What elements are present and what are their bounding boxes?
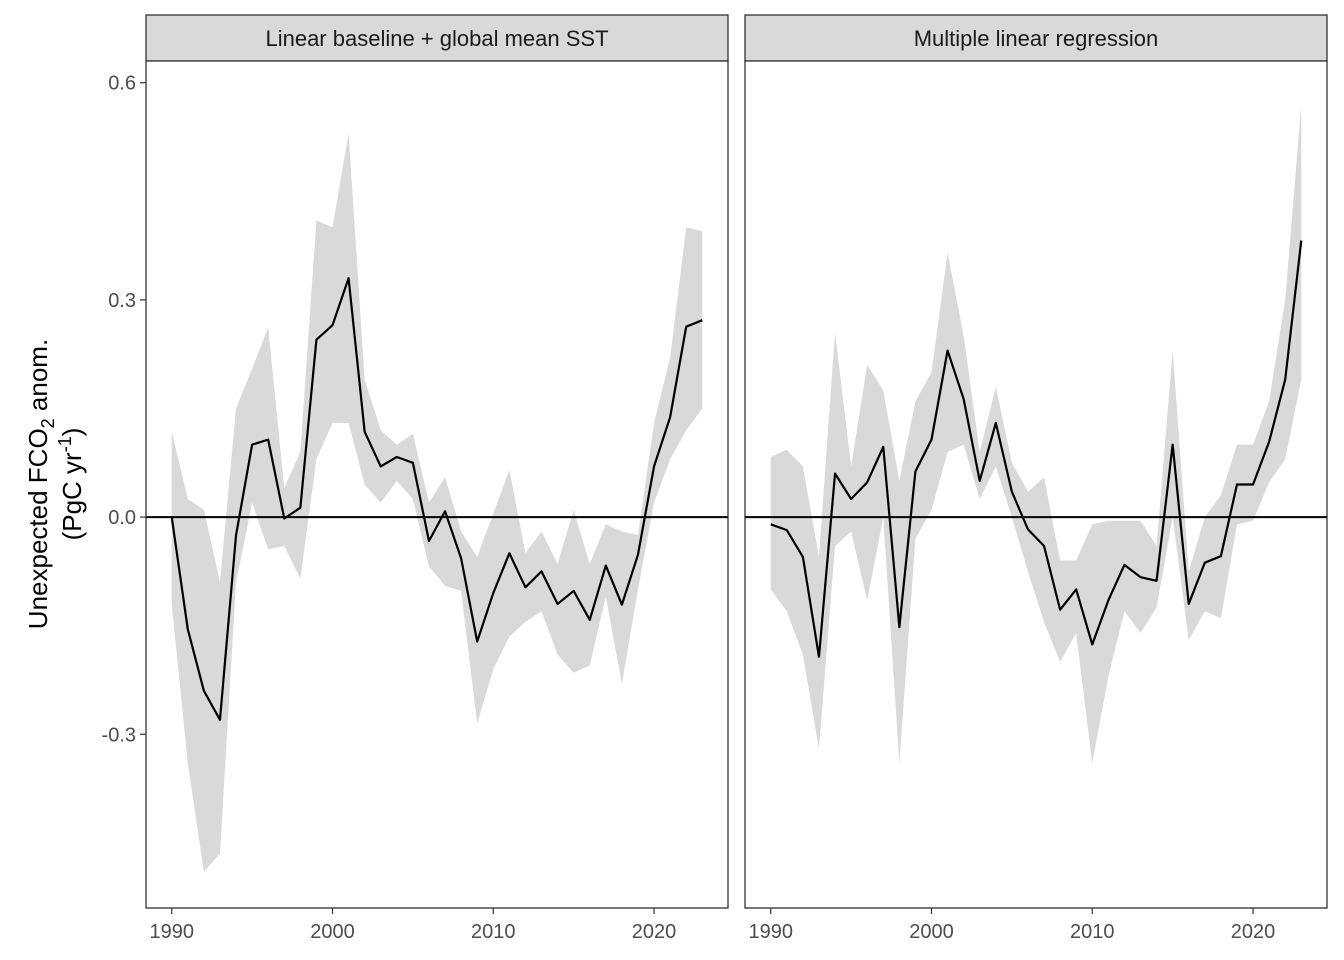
facet-strip-label: Multiple linear regression: [914, 26, 1159, 51]
panel-border: [744, 60, 1328, 909]
panel-2: Multiple linear regression 1990 2000 2010 20…: [744, 14, 1328, 943]
facet-strip-label: Linear baseline + global mean SST: [265, 26, 608, 51]
x-tick-label: 1990: [149, 921, 194, 943]
series-line: [170, 277, 703, 721]
facet-strip: [744, 14, 1328, 62]
x-tick-label: 1990: [748, 921, 793, 943]
x-tick-label: 2020: [1231, 921, 1276, 943]
y-axis-title-line-2: (PgC yr-1): [55, 428, 87, 541]
x-tick-label: 2000: [909, 921, 954, 943]
y-axis-title-line-1: Unexpected FCO2 anom.: [23, 339, 58, 629]
panel-1: Linear baseline + global mean SST 1990 200…: [102, 14, 729, 943]
x-tick-label: 2000: [310, 921, 355, 943]
panel-border: [145, 60, 729, 909]
y-tick-label: 0.0: [108, 507, 136, 529]
y-tick-label: -0.3: [102, 724, 136, 746]
y-axis-title: Unexpected FCO2 anom.(PgC yr-1): [23, 339, 87, 629]
facet-strip: [145, 14, 729, 62]
x-tick-label: 2020: [632, 921, 677, 943]
x-tick-label: 2010: [471, 921, 516, 943]
uncertainty-ribbon: [171, 133, 703, 872]
x-tick-label: 2010: [1070, 921, 1115, 943]
y-tick-label: 0.3: [108, 290, 136, 312]
series-line: [770, 240, 1303, 658]
y-tick-label: 0.6: [108, 73, 136, 95]
